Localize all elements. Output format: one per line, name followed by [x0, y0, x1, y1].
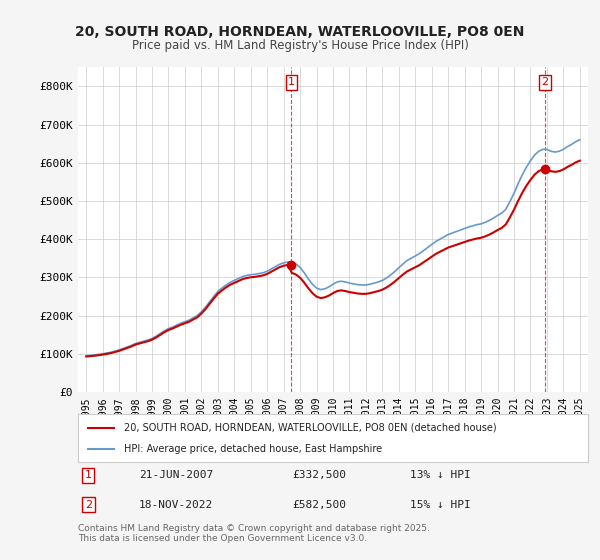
Text: 2: 2	[541, 77, 548, 87]
Text: 21-JUN-2007: 21-JUN-2007	[139, 470, 214, 480]
Text: 20, SOUTH ROAD, HORNDEAN, WATERLOOVILLE, PO8 0EN (detached house): 20, SOUTH ROAD, HORNDEAN, WATERLOOVILLE,…	[124, 423, 497, 433]
Text: HPI: Average price, detached house, East Hampshire: HPI: Average price, detached house, East…	[124, 444, 382, 454]
Text: Price paid vs. HM Land Registry's House Price Index (HPI): Price paid vs. HM Land Registry's House …	[131, 39, 469, 52]
Text: £332,500: £332,500	[292, 470, 346, 480]
Text: £582,500: £582,500	[292, 500, 346, 510]
Text: Contains HM Land Registry data © Crown copyright and database right 2025.
This d: Contains HM Land Registry data © Crown c…	[78, 524, 430, 543]
Text: 1: 1	[288, 77, 295, 87]
Text: 1: 1	[85, 470, 92, 480]
Text: 18-NOV-2022: 18-NOV-2022	[139, 500, 214, 510]
Text: 15% ↓ HPI: 15% ↓ HPI	[409, 500, 470, 510]
Text: 2: 2	[85, 500, 92, 510]
Text: 13% ↓ HPI: 13% ↓ HPI	[409, 470, 470, 480]
Text: 20, SOUTH ROAD, HORNDEAN, WATERLOOVILLE, PO8 0EN: 20, SOUTH ROAD, HORNDEAN, WATERLOOVILLE,…	[76, 25, 524, 39]
